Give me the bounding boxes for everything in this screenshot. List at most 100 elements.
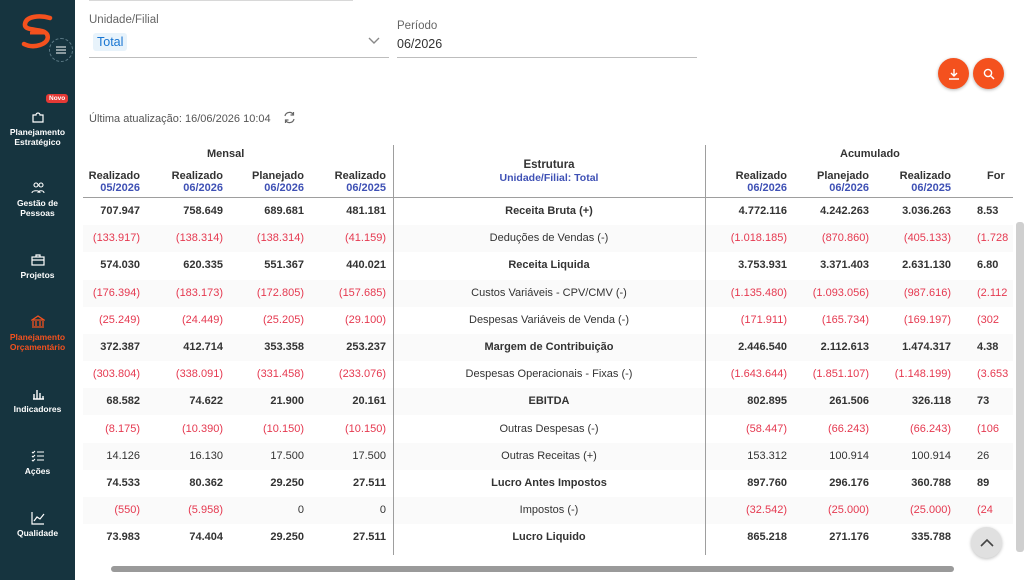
value-cell: (138.314)	[175, 232, 223, 245]
value-cell: 372.387	[100, 341, 140, 353]
sidebar-item-acoes[interactable]: Ações	[0, 449, 75, 476]
value-cell: (25.000)	[828, 504, 869, 517]
value-cell: 1.474.317	[902, 341, 951, 353]
vertical-scrollbar[interactable]	[1016, 222, 1024, 552]
value-cell: 3.036.263	[902, 205, 951, 217]
value-cell: (1.148.199)	[894, 368, 951, 381]
value-cell: (66.243)	[828, 422, 869, 435]
horizontal-scrollbar[interactable]	[111, 566, 954, 572]
column-header[interactable]: Planejado 06/2026	[793, 170, 869, 194]
chevron-up-icon	[979, 538, 994, 547]
value-cell: (1.643.644)	[730, 368, 787, 381]
structure-cell: Outras Despesas (-)	[499, 422, 599, 435]
value-cell: 758.649	[183, 205, 223, 217]
structure-cell: Lucro Antes Impostos	[491, 477, 607, 489]
sidebar-item-planejamento-orcamentario[interactable]: Planejamento Orçamentário	[0, 315, 75, 352]
value-cell: 74.533	[106, 477, 140, 489]
value-cell: 353.358	[264, 341, 304, 353]
value-cell: 574.030	[100, 259, 140, 272]
estrutura-subtitle: Unidade/Filial: Total	[499, 172, 599, 184]
search-button[interactable]	[973, 58, 1004, 89]
value-cell: (171.911)	[740, 313, 787, 326]
value-cell: 8.53	[977, 205, 999, 217]
column-header[interactable]: Realizado 06/2025	[323, 170, 386, 194]
table-row: 68.582 74.622 21.900 20.161 EBITDA 802.895 261…	[83, 388, 1013, 416]
value-cell: 897.760	[747, 477, 787, 489]
value-cell: 89	[977, 477, 990, 489]
company-logo[interactable]	[20, 14, 54, 50]
structure-cell: Impostos (-)	[519, 504, 579, 517]
value-cell: (58.447)	[746, 422, 787, 435]
scroll-to-top-button[interactable]	[971, 527, 1002, 558]
value-cell: (138.314)	[256, 232, 304, 245]
value-cell: 4.242.263	[820, 205, 869, 217]
table-row: (8.175) (10.390) (10.150) (10.150) Outras De…	[83, 416, 1013, 443]
column-header[interactable]: Realizado 06/2025	[873, 170, 951, 194]
sidebar-item-indicadores[interactable]: Indicadores	[0, 387, 75, 414]
value-cell: 2.446.540	[738, 341, 787, 353]
last-update-text: Última atualização: 16/06/2026 10:04	[89, 113, 271, 125]
value-cell: 440.021	[346, 259, 386, 272]
value-cell: (25.249)	[99, 313, 140, 326]
structure-cell: Receita Liquida	[508, 259, 590, 272]
sidebar-item-gestao-de-pessoas[interactable]: Gestão de Pessoas	[0, 181, 75, 218]
structure-cell: Margem de Contribuição	[484, 341, 614, 353]
dre-table: Mensal Acumulado Realizado 05/2026 Realiz…	[83, 143, 1013, 555]
periodo-value: 06/2026	[397, 37, 443, 51]
value-cell: (157.685)	[338, 286, 386, 299]
puzzle-icon	[31, 112, 44, 123]
structure-cell: Despesas Variáveis de Venda (-)	[469, 313, 629, 326]
value-cell: 74.622	[189, 395, 223, 408]
structure-cell: Lucro Liquido	[512, 531, 586, 544]
column-header[interactable]: For	[987, 170, 1013, 182]
value-cell: (2.112	[977, 286, 1008, 299]
structure-cell: Receita Bruta (+)	[505, 205, 593, 217]
sidebar-item-label: Planejamento Estratégico	[9, 127, 66, 147]
value-cell: (66.243)	[910, 422, 951, 435]
value-cell: (338.091)	[175, 368, 223, 381]
value-cell: (870.860)	[821, 232, 869, 245]
value-cell: 27.511	[352, 531, 386, 544]
refresh-icon[interactable]	[283, 111, 296, 124]
value-cell: 17.500	[352, 449, 386, 462]
group-header-acumulado: Acumulado	[840, 148, 900, 160]
hamburger-icon	[56, 46, 66, 54]
value-cell: (987.616)	[903, 286, 951, 299]
column-header[interactable]: Realizado 06/2026	[703, 170, 787, 194]
value-cell: 68.582	[106, 395, 140, 408]
column-header-label: Planejado	[817, 170, 869, 182]
sidebar-item-planejamento-estrategico[interactable]: Planejamento Estratégico	[0, 110, 75, 147]
column-header-sub: 05/2026	[100, 182, 140, 194]
unidade-select[interactable]	[89, 36, 389, 58]
value-cell: 707.947	[100, 205, 140, 217]
value-cell: (1.018.185)	[730, 232, 787, 245]
column-header[interactable]: Planejado 06/2026	[243, 170, 304, 194]
periodo-input[interactable]	[397, 36, 697, 58]
menu-toggle-button[interactable]	[49, 38, 73, 62]
value-cell: (10.150)	[345, 422, 386, 435]
table-row: (176.394) (183.173) (172.805) (157.685) Cust…	[83, 279, 1013, 307]
value-cell: (8.175)	[105, 422, 140, 435]
unidade-chip[interactable]: Total	[93, 33, 128, 51]
sidebar-item-qualidade[interactable]: Qualidade	[0, 511, 75, 538]
column-header[interactable]: Realizado 06/2026	[163, 170, 223, 194]
value-cell: 100.914	[829, 449, 869, 462]
value-cell: (165.734)	[821, 313, 869, 326]
bar-chart-icon	[32, 390, 44, 400]
value-cell: 4.38	[977, 341, 999, 353]
sidebar-item-projetos[interactable]: Projetos	[0, 253, 75, 280]
value-cell: 412.714	[183, 341, 223, 353]
value-cell: (24	[977, 504, 993, 517]
column-header[interactable]: Realizado 05/2026	[83, 170, 140, 194]
value-cell: 253.237	[346, 341, 386, 353]
new-badge: Novo	[46, 94, 69, 103]
line-chart-icon	[30, 512, 44, 525]
value-cell: 3.371.403	[820, 259, 869, 272]
table-row: (133.917) (138.314) (138.314) (41.159) Deduç…	[83, 225, 1013, 253]
value-cell: (183.173)	[175, 286, 223, 299]
value-cell: 80.362	[189, 477, 223, 489]
header-divider	[83, 197, 1013, 198]
download-button[interactable]	[938, 58, 969, 89]
chevron-down-icon[interactable]	[368, 37, 380, 45]
table-row: (550) (5.958) 0 0 Impostos (-) (32.542) (25.00…	[83, 497, 1013, 525]
